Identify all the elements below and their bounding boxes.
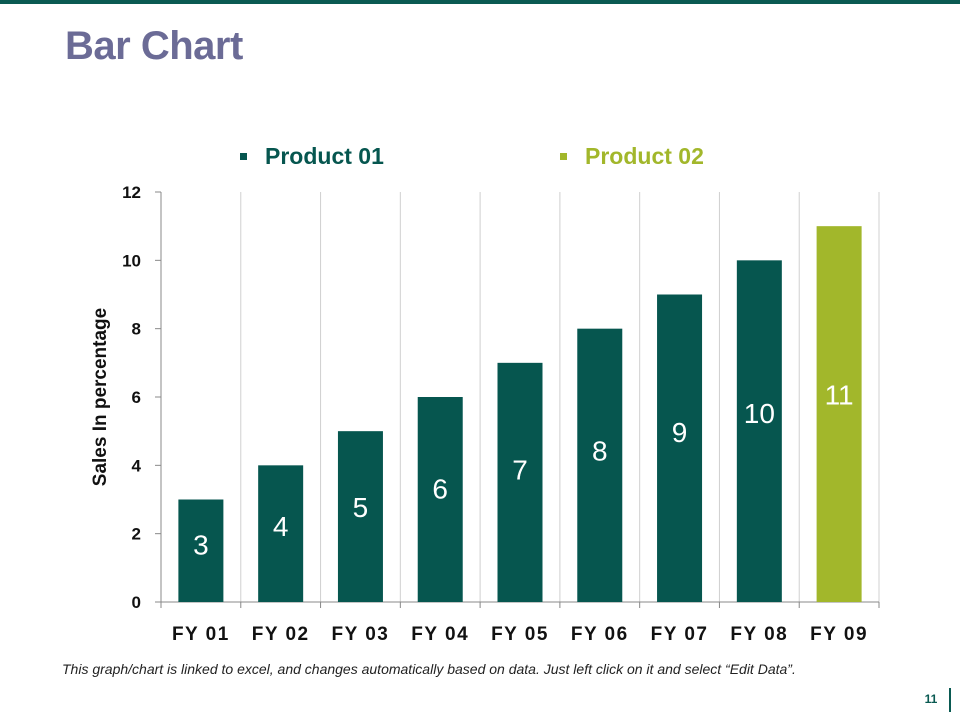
bar	[577, 328, 623, 602]
page-number: 11	[924, 692, 938, 706]
y-axis-title: Sales In percentage	[90, 308, 111, 486]
legend-label: Product 01	[265, 143, 384, 169]
chart-footnote: This graph/chart is linked to excel, and…	[62, 661, 796, 677]
bar	[736, 260, 782, 602]
page-number-divider	[949, 688, 951, 712]
y-tick-label: 6	[132, 388, 141, 407]
legend-label: Product 02	[585, 143, 704, 169]
bar-data-label: 7	[512, 454, 528, 485]
y-tick-label: 2	[132, 525, 141, 544]
bar-data-label: 8	[592, 436, 608, 467]
bar	[497, 362, 543, 602]
bar	[258, 465, 304, 602]
bar-data-label: 6	[432, 473, 448, 504]
bar-data-label: 5	[353, 492, 369, 523]
bar	[816, 226, 862, 602]
bar-data-label: 3	[193, 530, 209, 561]
x-tick-label: FY 07	[651, 624, 709, 645]
bar-data-label: 9	[672, 417, 688, 448]
x-tick-label: FY 09	[810, 624, 868, 645]
bar	[657, 294, 703, 602]
bar	[337, 431, 383, 602]
bar-data-label: 11	[825, 379, 854, 410]
legend-marker	[240, 153, 247, 160]
y-tick-label: 12	[122, 183, 141, 202]
x-tick-label: FY 08	[730, 624, 788, 645]
bar-data-label: 10	[744, 398, 775, 429]
bar	[178, 499, 224, 602]
slide-title: Bar Chart	[65, 24, 243, 68]
x-tick-label: FY 02	[252, 624, 310, 645]
y-tick-label: 10	[122, 251, 141, 270]
x-tick-label: FY 04	[411, 624, 469, 645]
x-tick-label: FY 01	[172, 624, 230, 645]
x-tick-label: FY 05	[491, 624, 549, 645]
bar-data-label: 4	[273, 511, 289, 542]
y-tick-label: 0	[132, 593, 141, 612]
x-tick-label: FY 03	[332, 624, 390, 645]
legend-marker	[560, 153, 567, 160]
bar	[417, 397, 463, 602]
y-tick-label: 8	[132, 320, 141, 339]
x-tick-label: FY 06	[571, 624, 629, 645]
top-accent-rule	[0, 0, 960, 4]
y-tick-label: 4	[132, 456, 142, 475]
